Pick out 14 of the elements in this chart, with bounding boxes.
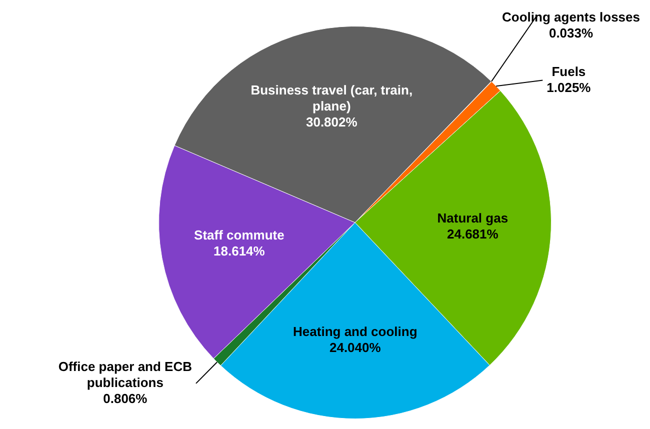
slice-label: Fuels xyxy=(552,64,586,79)
data-label: 0.806% xyxy=(103,391,148,406)
data-label: 0.033% xyxy=(548,26,594,41)
data-label: 30.802% xyxy=(306,114,358,130)
data-label: 24.681% xyxy=(446,226,499,242)
slice-label: Heating and cooling xyxy=(293,324,418,339)
slice-label: Staff commute xyxy=(194,227,284,242)
slice-label: Office paper and ECB publications xyxy=(58,359,192,390)
slice-label: Natural gas xyxy=(437,210,508,226)
slice-label: Business travel (car, train, plane) xyxy=(250,82,413,114)
data-label: 1.025% xyxy=(546,80,592,95)
data-label: 24.040% xyxy=(329,340,382,355)
data-label: 18.614% xyxy=(214,243,266,258)
slice-label: Cooling agents losses xyxy=(502,10,640,25)
